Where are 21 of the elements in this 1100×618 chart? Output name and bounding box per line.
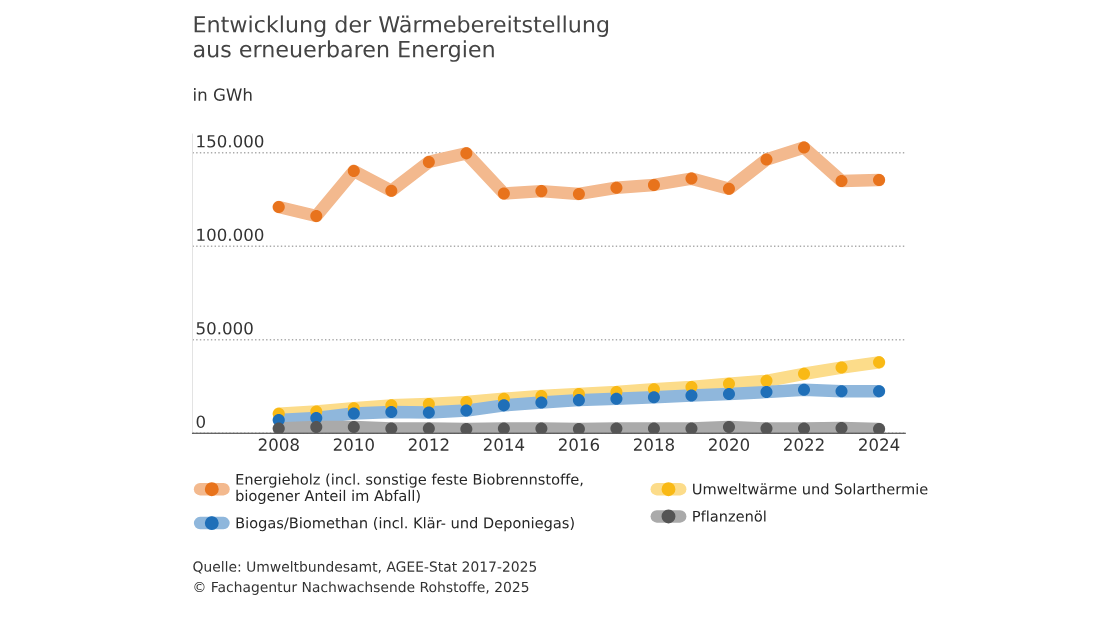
x-tick-label: 2018 <box>633 438 675 451</box>
chart-title: Entwicklung der Wärmebereitstellung aus erneuerbaren Energien <box>193 15 609 62</box>
x-tick-label: 2014 <box>483 438 525 451</box>
legend-label: Energieholz (incl. sonstige feste Biobrennstoffe, biogener Anteil im Abfall) <box>236 473 583 504</box>
x-tick-label: 2024 <box>859 438 900 451</box>
y-tick-label: 150.000 <box>197 134 264 148</box>
x-tick-label: 2010 <box>333 438 374 451</box>
legend-label: Umweltwärme und Solarthermie <box>693 483 928 495</box>
y-tick-label: 50.000 <box>196 321 253 335</box>
y-axis-title: in GWh <box>194 88 252 101</box>
text: © Fachagentur Nachwachsende Rohstoffe, 2025 <box>194 581 529 595</box>
legend-label: Biogas/Biomethan (incl. Klär- und Deponiegas) <box>236 517 574 532</box>
x-tick-label: 2008 <box>258 438 299 451</box>
y-tick-label: 0 <box>196 415 205 428</box>
x-tick-label: 2016 <box>558 438 600 451</box>
source-note: Quelle: Umweltbundesamt, AGEE-Stat 2017-2025 <box>193 561 537 574</box>
legend-label: Pflanzenöl <box>693 510 766 522</box>
y-tick-label: 100.000 <box>197 228 264 242</box>
x-tick-label: 2022 <box>784 438 824 451</box>
x-tick-label: 2020 <box>708 438 750 451</box>
x-tick-label: 2012 <box>408 438 449 451</box>
